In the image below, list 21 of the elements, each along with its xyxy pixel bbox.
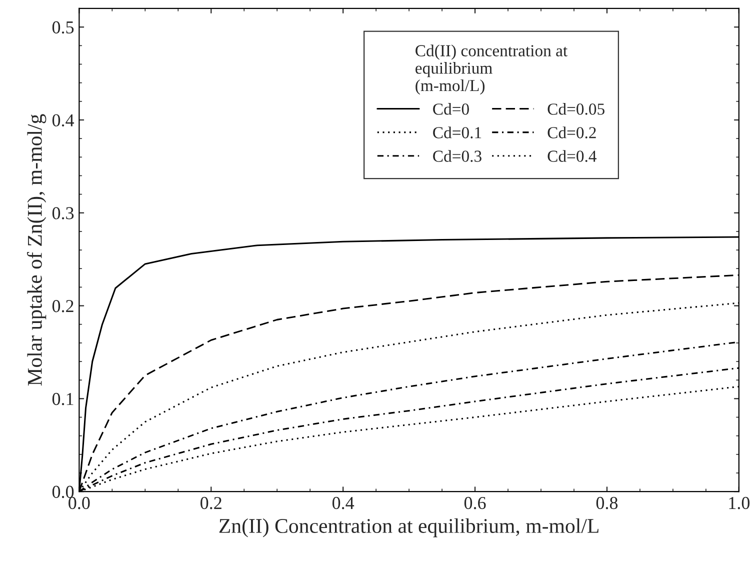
y-tick-label: 0.5	[52, 21, 74, 34]
legend-label: Cd=0.05	[548, 103, 604, 115]
x-tick-label: 0.8	[596, 496, 618, 510]
x-tick-label: 0.4	[332, 496, 354, 510]
y-tick-label: 0.0	[52, 486, 74, 498]
legend-label: Cd=0.3	[433, 150, 482, 162]
y-axis-title: Molar uptake of Zn(II), m-mol/g	[27, 114, 46, 386]
legend-title: Cd(II) concentration at equilibrium (m-mol/L)	[416, 44, 568, 95]
x-tick-label: 0.0	[68, 496, 90, 510]
legend-label: Cd=0.2	[548, 126, 596, 138]
y-tick-label: 0.3	[52, 207, 74, 220]
y-tick-label: 0.1	[52, 392, 74, 406]
y-tick-label: 0.2	[52, 300, 74, 312]
x-tick-label: 0.2	[200, 496, 222, 510]
x-axis-title: Zn(II) Concentration at equilibrium, m-mol/L	[219, 518, 598, 538]
y-tick-label: 0.4	[52, 114, 74, 126]
x-tick-label: 0.6	[464, 496, 486, 510]
legend-label: Cd=0	[433, 103, 469, 115]
legend-label: Cd=0.1	[433, 126, 482, 138]
legend-label: Cd=0.4	[548, 150, 596, 162]
x-tick-label: 1.0	[729, 496, 750, 510]
